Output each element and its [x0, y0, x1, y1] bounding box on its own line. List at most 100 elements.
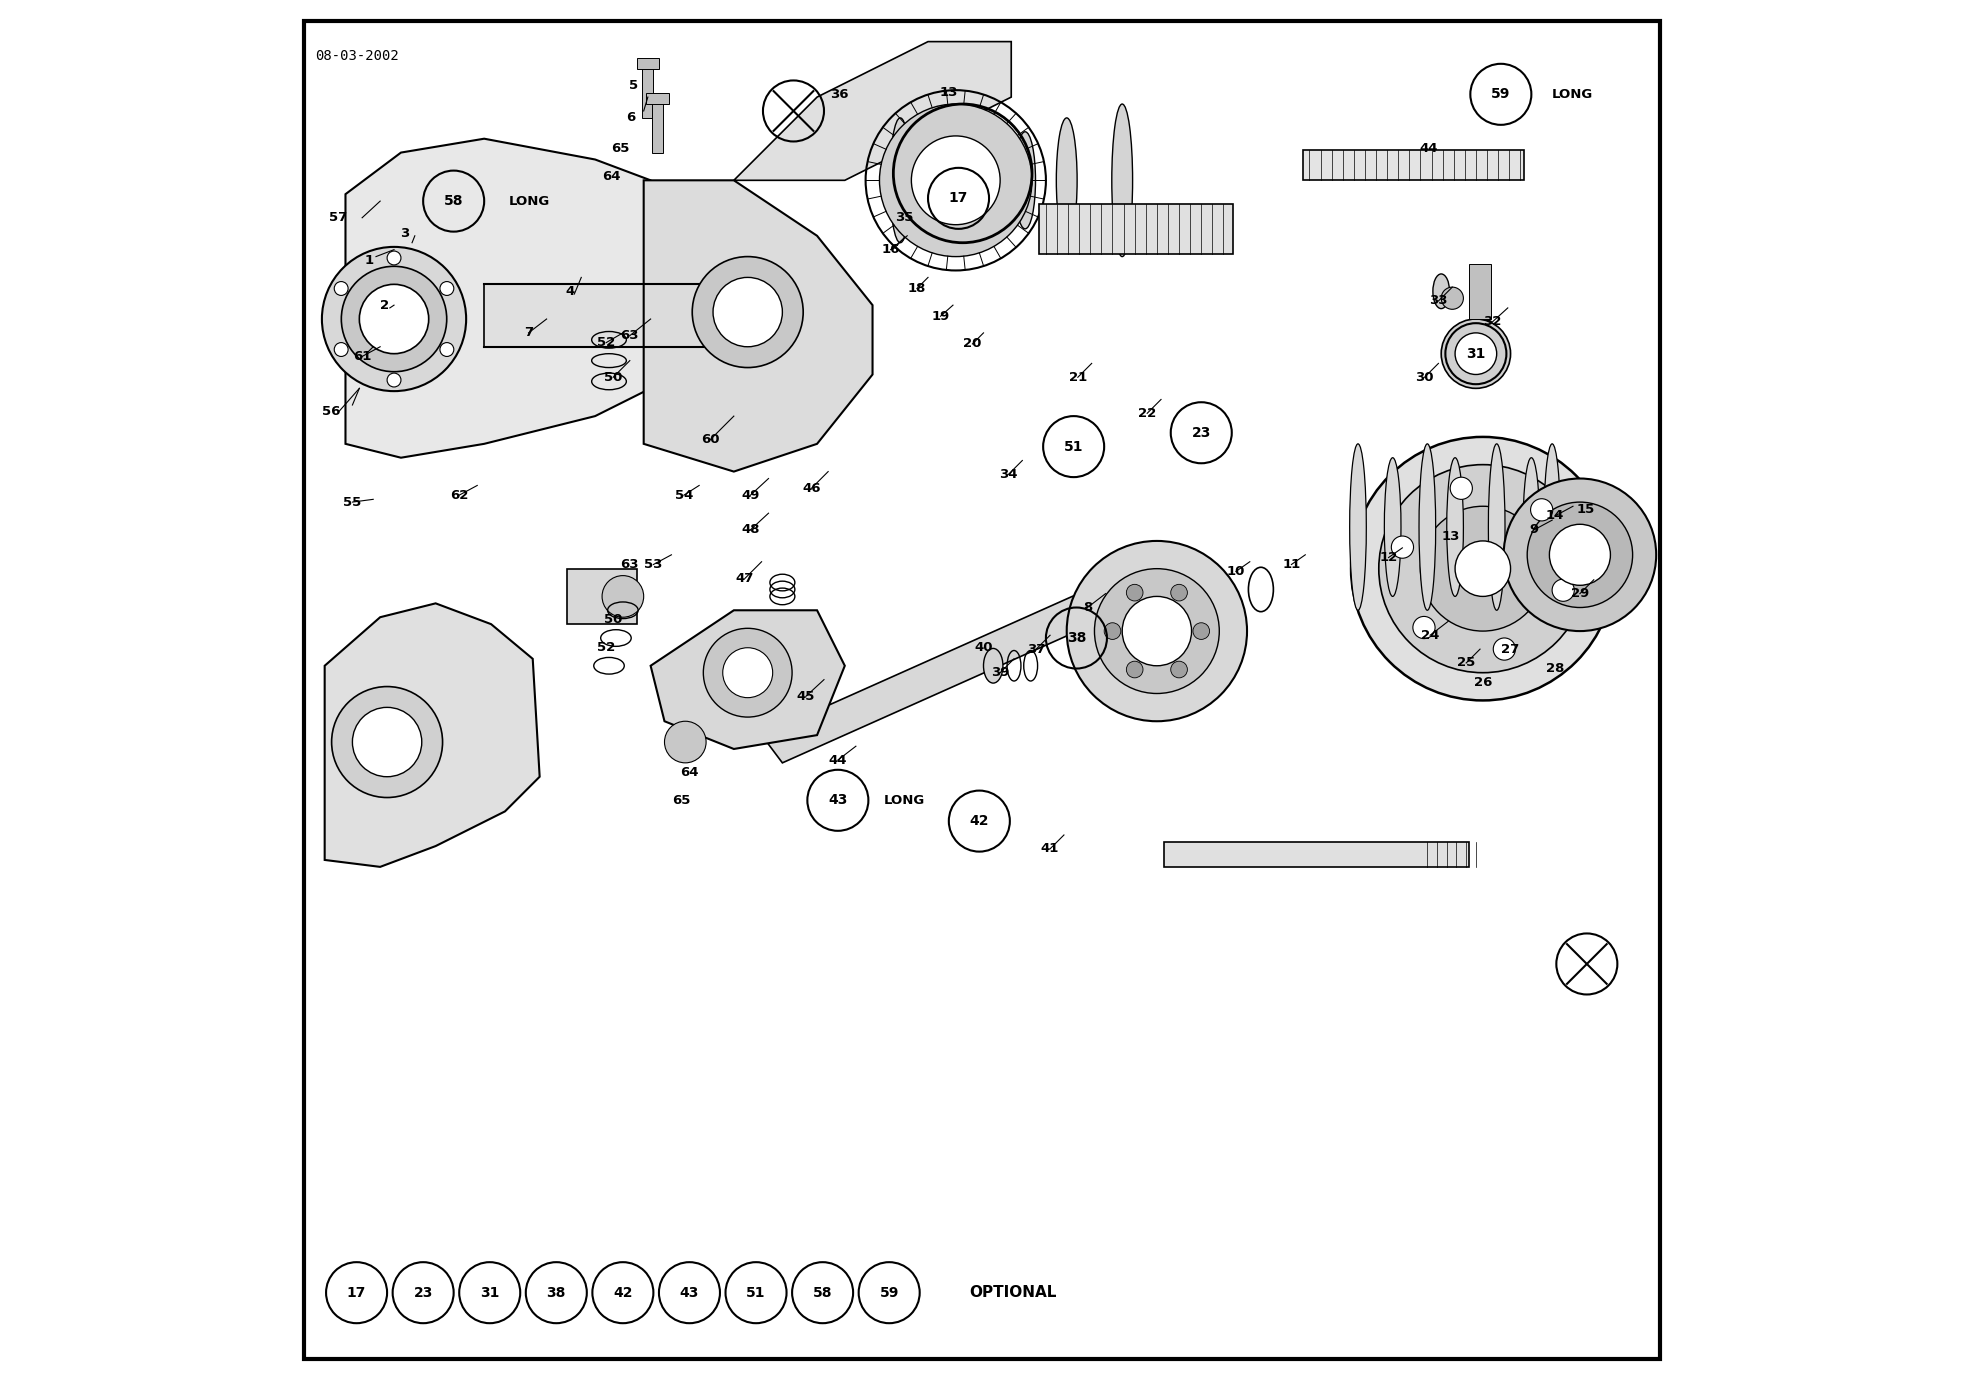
- Text: 28: 28: [1546, 662, 1564, 675]
- Bar: [1039, 204, 1233, 254]
- Text: 25: 25: [1458, 656, 1475, 670]
- Text: 18: 18: [907, 282, 926, 295]
- Text: 55: 55: [344, 495, 362, 509]
- Text: 23: 23: [1192, 426, 1212, 440]
- Text: 51: 51: [1064, 440, 1084, 454]
- Text: 23: 23: [413, 1286, 433, 1300]
- Text: 49: 49: [742, 488, 759, 502]
- Text: 43: 43: [681, 1286, 698, 1300]
- Text: 42: 42: [970, 814, 989, 828]
- Bar: [484, 284, 789, 347]
- Circle shape: [1442, 319, 1511, 388]
- Text: 2: 2: [380, 298, 389, 312]
- Polygon shape: [325, 603, 539, 867]
- Ellipse shape: [1448, 458, 1463, 596]
- Circle shape: [334, 282, 348, 295]
- Bar: [1302, 150, 1524, 180]
- Text: 45: 45: [797, 689, 814, 703]
- Text: 33: 33: [1430, 294, 1448, 308]
- Polygon shape: [651, 610, 844, 749]
- Text: 9: 9: [1530, 523, 1538, 537]
- Text: 63: 63: [620, 558, 639, 571]
- Text: 64: 64: [602, 169, 622, 183]
- Text: 43: 43: [828, 793, 848, 807]
- Text: 42: 42: [614, 1286, 633, 1300]
- Circle shape: [1526, 502, 1633, 608]
- Ellipse shape: [974, 118, 993, 243]
- Text: 38: 38: [547, 1286, 566, 1300]
- Circle shape: [332, 687, 443, 798]
- Text: 7: 7: [523, 326, 533, 340]
- Text: 4: 4: [566, 284, 574, 298]
- Circle shape: [360, 284, 429, 354]
- Circle shape: [1456, 333, 1497, 374]
- Text: 64: 64: [681, 766, 698, 779]
- Text: 60: 60: [700, 433, 720, 447]
- Ellipse shape: [1544, 444, 1560, 610]
- Circle shape: [1550, 524, 1611, 585]
- Text: LONG: LONG: [509, 194, 551, 208]
- Ellipse shape: [984, 649, 1003, 684]
- Circle shape: [1552, 580, 1574, 602]
- Circle shape: [1103, 623, 1121, 639]
- Ellipse shape: [919, 132, 938, 229]
- Circle shape: [387, 251, 401, 265]
- Text: 41: 41: [1041, 842, 1060, 856]
- Text: LONG: LONG: [1552, 87, 1593, 101]
- Text: 19: 19: [932, 309, 950, 323]
- Circle shape: [1170, 662, 1188, 678]
- Text: 12: 12: [1379, 551, 1399, 565]
- Text: 10: 10: [1227, 565, 1245, 578]
- Circle shape: [1192, 623, 1210, 639]
- Circle shape: [1066, 541, 1247, 721]
- Circle shape: [1503, 479, 1656, 631]
- Text: 29: 29: [1572, 587, 1589, 601]
- Text: 50: 50: [604, 613, 622, 627]
- Text: 08-03-2002: 08-03-2002: [315, 49, 399, 62]
- Circle shape: [602, 576, 643, 617]
- Text: 17: 17: [346, 1286, 366, 1300]
- Text: 17: 17: [948, 191, 968, 205]
- Text: 24: 24: [1420, 628, 1440, 642]
- Text: 54: 54: [675, 488, 692, 502]
- Text: 15: 15: [1576, 502, 1595, 516]
- Text: 46: 46: [803, 481, 820, 495]
- Text: 57: 57: [328, 211, 348, 225]
- Polygon shape: [643, 180, 873, 472]
- Ellipse shape: [1522, 458, 1540, 596]
- Text: 20: 20: [964, 337, 982, 351]
- Text: 35: 35: [895, 211, 913, 225]
- Bar: [1469, 264, 1491, 319]
- Text: 63: 63: [620, 329, 639, 343]
- Circle shape: [1351, 437, 1615, 700]
- Text: 13: 13: [1442, 530, 1460, 544]
- Polygon shape: [346, 139, 679, 458]
- Text: 65: 65: [673, 793, 690, 807]
- Text: 21: 21: [1068, 370, 1088, 384]
- Circle shape: [352, 707, 421, 777]
- Text: 52: 52: [598, 336, 616, 350]
- Text: 27: 27: [1501, 642, 1520, 656]
- Circle shape: [1127, 662, 1143, 678]
- Text: OPTIONAL: OPTIONAL: [970, 1286, 1056, 1300]
- Text: 39: 39: [991, 666, 1009, 680]
- Circle shape: [1379, 465, 1587, 673]
- Text: 53: 53: [645, 558, 663, 571]
- Circle shape: [1530, 499, 1552, 522]
- Text: 36: 36: [830, 87, 848, 101]
- Circle shape: [704, 628, 793, 717]
- Text: 52: 52: [598, 641, 616, 655]
- Text: 44: 44: [828, 753, 848, 767]
- Text: 22: 22: [1139, 406, 1157, 420]
- Ellipse shape: [1432, 275, 1450, 309]
- Circle shape: [1442, 287, 1463, 309]
- Ellipse shape: [1015, 132, 1035, 229]
- Circle shape: [1170, 584, 1188, 601]
- Text: 6: 6: [627, 111, 635, 125]
- Circle shape: [1420, 506, 1546, 631]
- Ellipse shape: [889, 118, 911, 243]
- Ellipse shape: [1056, 118, 1078, 243]
- Text: 58: 58: [812, 1286, 832, 1300]
- Circle shape: [879, 104, 1033, 257]
- Bar: [637, 58, 659, 69]
